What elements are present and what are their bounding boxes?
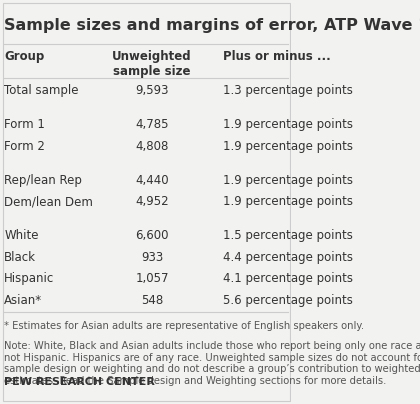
Text: 6,600: 6,600 (135, 229, 169, 242)
Text: Dem/lean Dem: Dem/lean Dem (4, 195, 93, 208)
Text: Note: White, Black and Asian adults include those who report being only one race: Note: White, Black and Asian adults incl… (4, 341, 420, 386)
Text: Unweighted
sample size: Unweighted sample size (112, 50, 192, 78)
Text: Group: Group (4, 50, 45, 63)
Text: 5.6 percentage points: 5.6 percentage points (223, 294, 353, 307)
Text: 548: 548 (141, 294, 163, 307)
Text: 4,952: 4,952 (135, 195, 169, 208)
Text: 9,593: 9,593 (135, 84, 169, 97)
Text: Rep/lean Rep: Rep/lean Rep (4, 173, 82, 187)
Text: PEW RESEARCH CENTER: PEW RESEARCH CENTER (4, 377, 155, 387)
Text: 1,057: 1,057 (135, 272, 169, 285)
Text: Black: Black (4, 250, 36, 263)
Text: 1.9 percentage points: 1.9 percentage points (223, 118, 353, 131)
Text: Plus or minus ...: Plus or minus ... (223, 50, 331, 63)
Text: White: White (4, 229, 39, 242)
Text: 933: 933 (141, 250, 163, 263)
Text: 1.9 percentage points: 1.9 percentage points (223, 195, 353, 208)
Text: 1.5 percentage points: 1.5 percentage points (223, 229, 353, 242)
Text: 4.4 percentage points: 4.4 percentage points (223, 250, 353, 263)
Text: 4,440: 4,440 (135, 173, 169, 187)
Text: Form 2: Form 2 (4, 140, 45, 153)
Text: 4,785: 4,785 (135, 118, 169, 131)
Text: Hispanic: Hispanic (4, 272, 55, 285)
Text: Form 1: Form 1 (4, 118, 45, 131)
Text: Asian*: Asian* (4, 294, 42, 307)
Text: 1.9 percentage points: 1.9 percentage points (223, 140, 353, 153)
Text: * Estimates for Asian adults are representative of English speakers only.: * Estimates for Asian adults are represe… (4, 321, 365, 331)
Text: 4.1 percentage points: 4.1 percentage points (223, 272, 353, 285)
Text: Sample sizes and margins of error, ATP Wave 158: Sample sizes and margins of error, ATP W… (4, 18, 420, 33)
Text: Total sample: Total sample (4, 84, 79, 97)
Text: 1.9 percentage points: 1.9 percentage points (223, 173, 353, 187)
Text: 4,808: 4,808 (135, 140, 169, 153)
Text: 1.3 percentage points: 1.3 percentage points (223, 84, 353, 97)
